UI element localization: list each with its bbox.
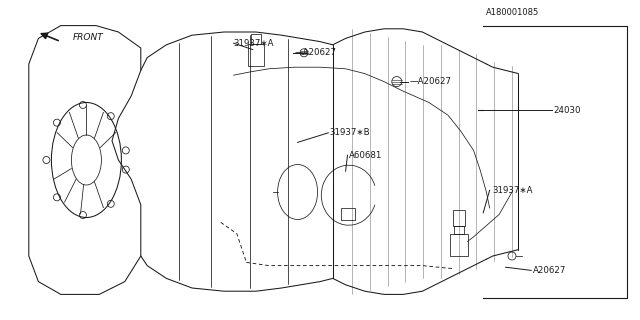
Bar — [454, 227, 463, 234]
Bar — [452, 210, 465, 226]
Text: 31937∗B: 31937∗B — [330, 128, 370, 137]
Text: 24030: 24030 — [554, 106, 581, 115]
Text: 31937∗A: 31937∗A — [234, 39, 274, 48]
Bar — [251, 34, 261, 44]
Text: —A20627: —A20627 — [410, 77, 452, 86]
Text: A180001085: A180001085 — [486, 8, 540, 17]
Text: 31937∗A: 31937∗A — [493, 186, 533, 195]
Text: A20627: A20627 — [532, 266, 566, 275]
Text: A60681: A60681 — [349, 151, 382, 160]
Bar — [248, 44, 264, 66]
Text: —A20627: —A20627 — [294, 48, 337, 57]
Bar — [449, 234, 468, 256]
Bar — [341, 208, 355, 220]
Text: FRONT: FRONT — [72, 33, 103, 42]
